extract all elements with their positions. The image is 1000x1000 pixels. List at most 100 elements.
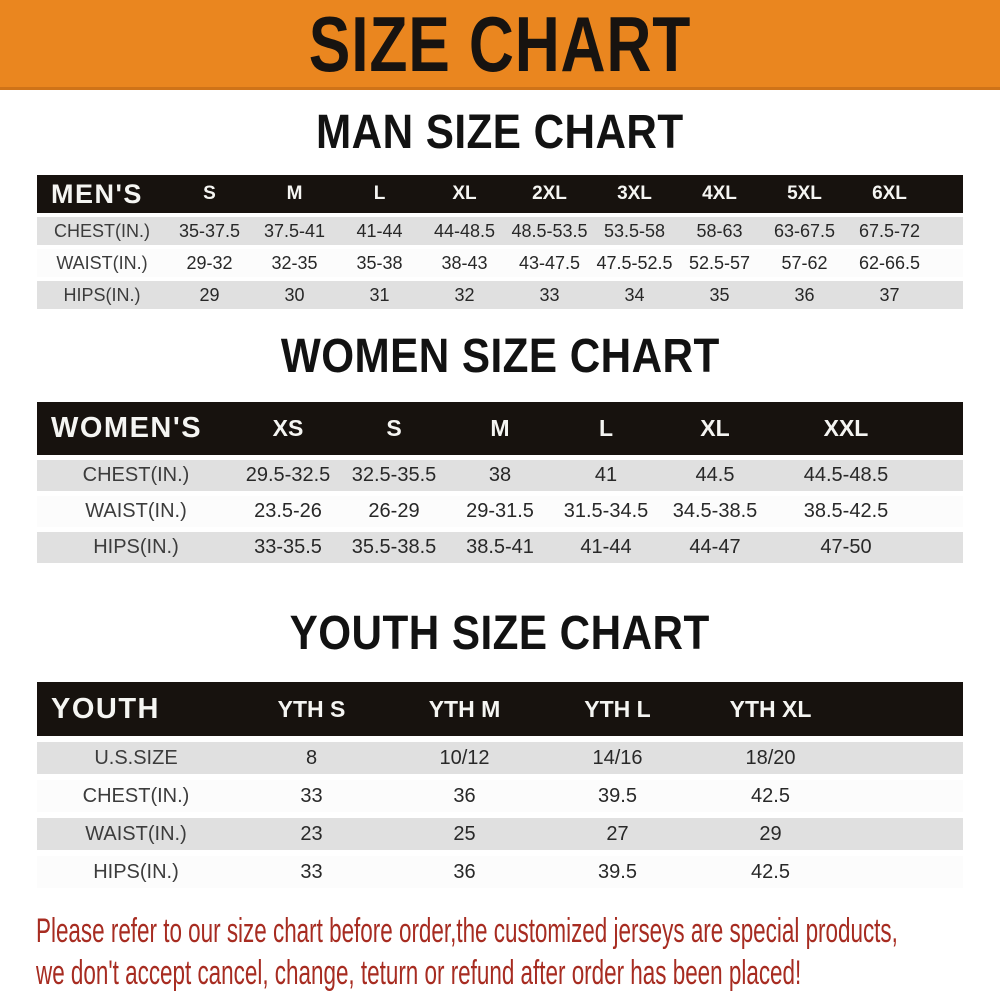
row-filler — [921, 460, 963, 491]
size-cell: 38.5-42.5 — [771, 496, 921, 527]
size-cell: 47-50 — [771, 532, 921, 563]
table-row: WAIST(IN.) 23.5-26 26-29 29-31.5 31.5-34.5 34… — [37, 496, 963, 527]
table-header-row: MEN'S S M L XL 2XL 3XL 4XL 5XL 6XL — [37, 175, 963, 213]
table-row: HIPS(IN.) 33-35.5 35.5-38.5 38.5-41 41-44 44-… — [37, 532, 963, 563]
row-label: HIPS(IN.) — [37, 281, 167, 309]
women-section-heading: WOMEN SIZE CHART — [0, 330, 1000, 383]
man-section-heading-text: MAN SIZE CHART — [316, 106, 684, 159]
size-cell: 33 — [235, 856, 388, 888]
size-cell: 36 — [388, 780, 541, 812]
row-label: U.S.SIZE — [37, 742, 235, 774]
size-cell: 34 — [592, 281, 677, 309]
mens-size-table: MEN'S S M L XL 2XL 3XL 4XL 5XL 6XL CHEST(IN.) 35-37… — [37, 171, 963, 313]
size-cell: 47.5-52.5 — [592, 249, 677, 277]
table-row: U.S.SIZE 8 10/12 14/16 18/20 — [37, 742, 963, 774]
size-cell: 30 — [252, 281, 337, 309]
column-header: 3XL — [592, 175, 677, 213]
size-cell: 48.5-53.5 — [507, 217, 592, 245]
column-header: YTH M — [388, 682, 541, 736]
row-label: HIPS(IN.) — [37, 856, 235, 888]
column-header: S — [341, 402, 447, 455]
column-header: 2XL — [507, 175, 592, 213]
size-cell: 35 — [677, 281, 762, 309]
size-cell: 32.5-35.5 — [341, 460, 447, 491]
size-cell: 44-47 — [659, 532, 771, 563]
youth-section-heading: YOUTH SIZE CHART — [0, 607, 1000, 660]
size-cell: 53.5-58 — [592, 217, 677, 245]
size-cell: 29.5-32.5 — [235, 460, 341, 491]
row-filler — [921, 532, 963, 563]
size-cell: 38.5-41 — [447, 532, 553, 563]
size-cell: 33-35.5 — [235, 532, 341, 563]
size-cell: 39.5 — [541, 856, 694, 888]
size-cell: 31 — [337, 281, 422, 309]
size-cell: 38-43 — [422, 249, 507, 277]
size-cell: 35-38 — [337, 249, 422, 277]
size-cell: 41 — [553, 460, 659, 491]
order-policy-line-2: we don't accept cancel, change, teturn o… — [36, 954, 802, 992]
row-filler — [847, 818, 963, 850]
header-filler — [921, 402, 963, 455]
row-filler — [847, 856, 963, 888]
row-filler — [932, 249, 963, 277]
size-cell: 36 — [388, 856, 541, 888]
corner-label: WOMEN'S — [37, 402, 235, 455]
table-row: CHEST(IN.) 29.5-32.5 32.5-35.5 38 41 44.5 44.5… — [37, 460, 963, 491]
column-header: YTH L — [541, 682, 694, 736]
size-cell: 14/16 — [541, 742, 694, 774]
size-cell: 29 — [167, 281, 252, 309]
column-header: YTH XL — [694, 682, 847, 736]
size-cell: 43-47.5 — [507, 249, 592, 277]
size-cell: 36 — [762, 281, 847, 309]
row-label: WAIST(IN.) — [37, 249, 167, 277]
row-filler — [932, 217, 963, 245]
row-label: CHEST(IN.) — [37, 460, 235, 491]
table-header-row: WOMEN'S XS S M L XL XXL — [37, 402, 963, 455]
size-cell: 38 — [447, 460, 553, 491]
column-header: L — [337, 175, 422, 213]
size-cell: 58-63 — [677, 217, 762, 245]
size-cell: 10/12 — [388, 742, 541, 774]
size-chart-banner: SIZE CHART — [0, 0, 1000, 90]
size-cell: 44.5 — [659, 460, 771, 491]
size-cell: 29-31.5 — [447, 496, 553, 527]
youth-section-heading-text: YOUTH SIZE CHART — [289, 607, 711, 660]
youth-size-table: YOUTH YTH S YTH M YTH L YTH XL U.S.SIZE 8 10/12… — [37, 676, 963, 894]
table-header-row: YOUTH YTH S YTH M YTH L YTH XL — [37, 682, 963, 736]
size-cell: 33 — [507, 281, 592, 309]
column-header: M — [252, 175, 337, 213]
size-cell: 62-66.5 — [847, 249, 932, 277]
size-cell: 35-37.5 — [167, 217, 252, 245]
row-label: WAIST(IN.) — [37, 496, 235, 527]
size-cell: 41-44 — [553, 532, 659, 563]
column-header: L — [553, 402, 659, 455]
row-label: CHEST(IN.) — [37, 217, 167, 245]
size-cell: 37.5-41 — [252, 217, 337, 245]
column-header: 4XL — [677, 175, 762, 213]
table-row: CHEST(IN.) 35-37.5 37.5-41 41-44 44-48.5 48.5… — [37, 217, 963, 245]
man-section-heading: MAN SIZE CHART — [0, 106, 1000, 159]
size-cell: 57-62 — [762, 249, 847, 277]
size-cell: 23.5-26 — [235, 496, 341, 527]
column-header: 6XL — [847, 175, 932, 213]
order-policy-note: Please refer to our size chart before or… — [36, 910, 1000, 994]
size-cell: 33 — [235, 780, 388, 812]
women-section-heading-text: WOMEN SIZE CHART — [280, 330, 720, 383]
size-cell: 63-67.5 — [762, 217, 847, 245]
size-cell: 8 — [235, 742, 388, 774]
size-cell: 41-44 — [337, 217, 422, 245]
size-cell: 31.5-34.5 — [553, 496, 659, 527]
row-filler — [847, 780, 963, 812]
row-label: HIPS(IN.) — [37, 532, 235, 563]
size-cell: 25 — [388, 818, 541, 850]
column-header: XXL — [771, 402, 921, 455]
column-header: YTH S — [235, 682, 388, 736]
row-filler — [921, 496, 963, 527]
size-cell: 26-29 — [341, 496, 447, 527]
womens-size-table: WOMEN'S XS S M L XL XXL CHEST(IN.) 29.5-32.5 32.5… — [37, 397, 963, 568]
table-row: HIPS(IN.) 29 30 31 32 33 34 35 36 37 — [37, 281, 963, 309]
header-filler — [932, 175, 963, 213]
row-label: CHEST(IN.) — [37, 780, 235, 812]
size-cell: 23 — [235, 818, 388, 850]
column-header: XL — [659, 402, 771, 455]
